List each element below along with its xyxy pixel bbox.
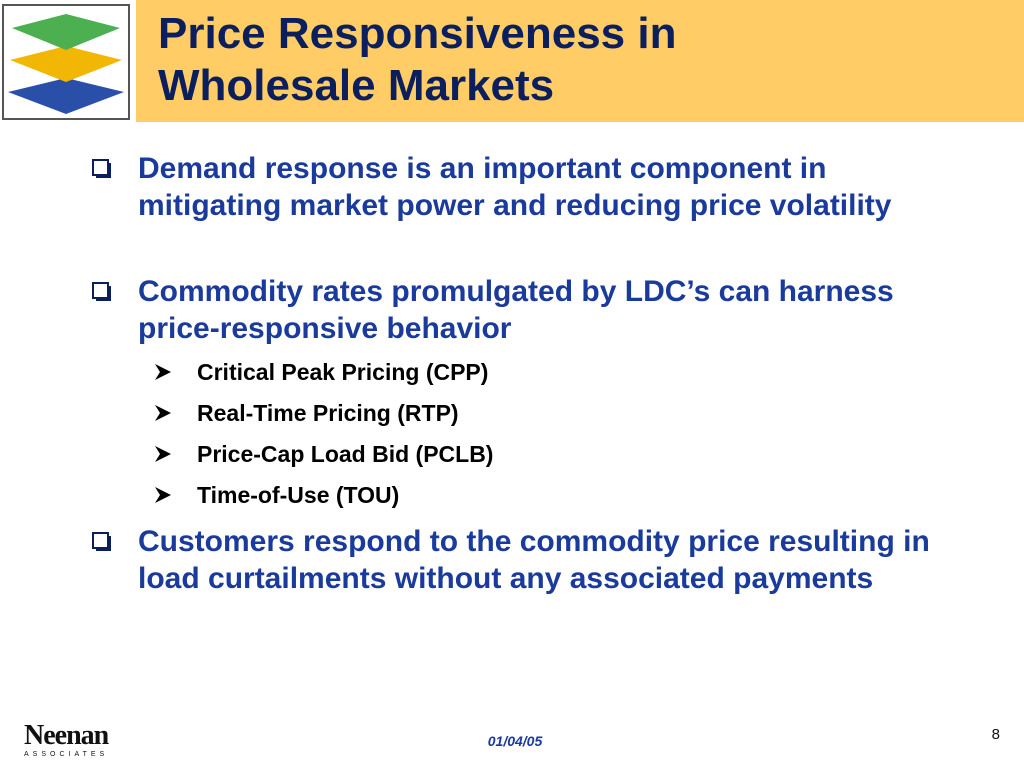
- checkbox-square-icon: [92, 159, 111, 178]
- sub-item: Critical Peak Pricing (CPP): [155, 358, 897, 386]
- sub-item-text: Time-of-Use (TOU): [197, 482, 400, 508]
- checkbox-square-icon: [92, 282, 111, 301]
- footer-company-logo: Neenan ASSOCIATES: [24, 720, 109, 759]
- slide-title: Price Responsiveness in Wholesale Market…: [158, 8, 1008, 112]
- sub-item-text: Critical Peak Pricing (CPP): [197, 359, 489, 385]
- arrowhead-icon: [155, 487, 171, 503]
- arrowhead-icon: [155, 364, 171, 380]
- sub-item: Real-Time Pricing (RTP): [155, 399, 897, 427]
- slide-date: 01/04/05: [487, 733, 543, 749]
- bullet-item: Commodity rates promulgated by LDC’s can…: [92, 273, 958, 347]
- sub-item-text: Price-Cap Load Bid (PCLB): [197, 441, 494, 467]
- page-number: 8: [991, 726, 1000, 743]
- arrowhead-icon: [155, 446, 171, 462]
- company-name: Neenan: [24, 720, 109, 751]
- bullet-text: Customers respond to the commodity price…: [138, 525, 930, 595]
- sub-item: Price-Cap Load Bid (PCLB): [155, 440, 897, 468]
- checkbox-square-icon: [92, 532, 111, 551]
- sub-item-text: Real-Time Pricing (RTP): [197, 400, 459, 426]
- bullet-item: Customers respond to the commodity price…: [92, 523, 958, 597]
- bullet-item: Demand response is an important componen…: [92, 150, 958, 224]
- title-band: [136, 0, 1024, 122]
- stacked-layers-icon: [8, 14, 124, 114]
- sub-item: Time-of-Use (TOU): [155, 481, 897, 509]
- bullet-text: Demand response is an important componen…: [138, 152, 892, 222]
- title-line-1: Price Responsiveness in: [158, 9, 677, 58]
- company-subname: ASSOCIATES: [24, 751, 109, 758]
- bullet-text: Commodity rates promulgated by LDC’s can…: [138, 275, 894, 345]
- company-logo: [2, 4, 130, 120]
- title-line-2: Wholesale Markets: [158, 61, 555, 110]
- arrowhead-icon: [155, 405, 171, 421]
